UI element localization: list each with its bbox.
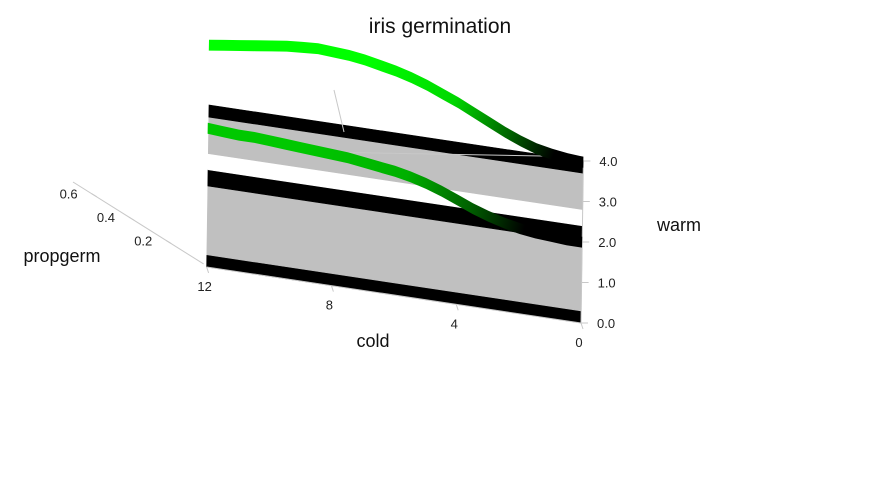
x-tick-label: 12 [197, 279, 211, 294]
surface-series [207, 39, 584, 248]
z-tick-2 [91, 193, 97, 198]
chart-title: iris germination [369, 15, 511, 38]
x-axis-line [206, 266, 582, 324]
x-axis-title: cold [356, 331, 389, 351]
floor-bands [206, 104, 584, 324]
y-tick-label: 0.0 [597, 316, 615, 331]
y-tick-label: 3.0 [599, 195, 617, 210]
z-tick-0 [166, 240, 172, 244]
x-tick-label: 4 [451, 316, 458, 331]
surface-ribbon-warm-4 [208, 39, 584, 168]
x-tick-1 [455, 304, 459, 311]
x-tick-3 [206, 266, 210, 274]
back-edge-line [319, 151, 584, 158]
y-axis-title: warm [656, 215, 701, 235]
x-tick-2 [330, 285, 334, 292]
z-tick-label: 0.2 [134, 234, 152, 249]
y-tick-label: 4.0 [599, 154, 617, 169]
z-tick-1 [128, 216, 135, 221]
x-tick-label: 8 [326, 298, 333, 313]
tick-labels: 0 4 8 12 0.0 1.0 2.0 3.0 4.0 0.2 0.4 0.6 [60, 154, 618, 350]
z-axis-title: propgerm [23, 246, 100, 266]
z-tick-label: 0.4 [97, 210, 115, 225]
y-tick-label: 1.0 [598, 276, 616, 291]
z-tick-label: 0.6 [60, 187, 78, 202]
guide-line [333, 89, 345, 133]
y-tick-label: 2.0 [598, 235, 616, 250]
axis-ticks [91, 160, 591, 330]
surface-ribbon-warm-2 [207, 122, 583, 248]
x-tick-0 [580, 322, 584, 330]
x-tick-label: 0 [575, 335, 582, 350]
